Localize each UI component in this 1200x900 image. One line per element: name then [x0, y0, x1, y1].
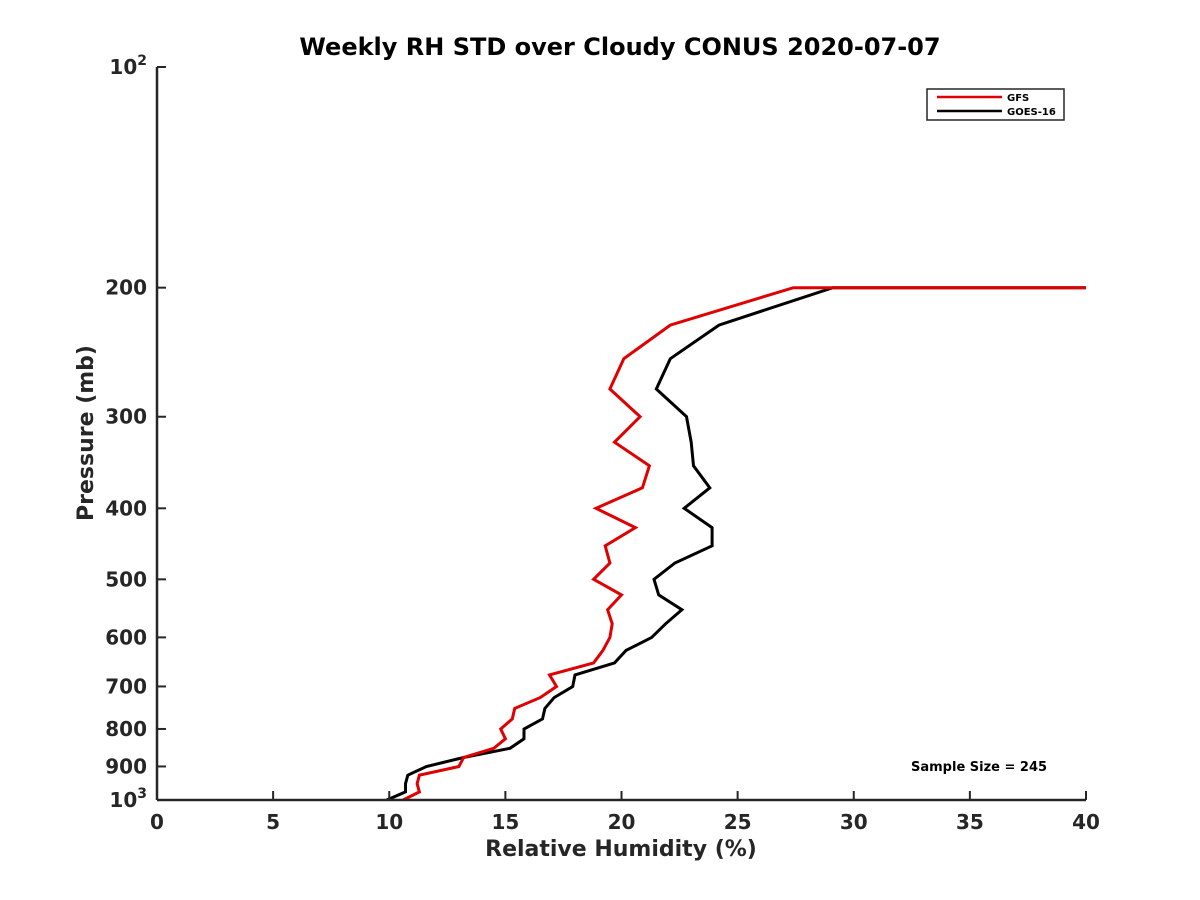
x-tick-label: 0: [150, 810, 164, 834]
y-axis-ticks: 102 200 300 400 500 600 700 800 900 103: [105, 53, 166, 812]
x-axis-ticks: 0 5 10 15 20 25 30 35 40: [150, 791, 1100, 834]
x-tick-label: 30: [840, 810, 868, 834]
x-tick-label: 35: [956, 810, 984, 834]
x-tick-label: 40: [1072, 810, 1100, 834]
y-tick-label: 800: [105, 717, 147, 741]
x-tick-label: 10: [375, 810, 403, 834]
y-tick-label: 600: [105, 625, 147, 649]
y-tick-label: 900: [105, 754, 147, 778]
x-tick-label: 5: [266, 810, 280, 834]
x-tick-label: 15: [491, 810, 519, 834]
y-tick-label: 300: [105, 405, 147, 429]
y-tick-label: 103: [109, 786, 147, 812]
legend-label-gfs: GFS: [1007, 93, 1029, 104]
series-line-gfs: [400, 286, 1086, 800]
y-tick-label: 500: [105, 567, 147, 591]
x-tick-label: 20: [608, 810, 636, 834]
sample-size-annotation: Sample Size = 245: [911, 760, 1047, 775]
y-tick-label: 200: [105, 276, 147, 300]
chart-title: Weekly RH STD over Cloudy CONUS 2020-07-…: [299, 33, 940, 61]
plot-area: 0 5 10 15 20 25 30 35 40 102 200 300 400 500 600 700 80…: [105, 53, 1100, 834]
legend-label-goes16: GOES-16: [1007, 107, 1056, 118]
series-lines: [384, 286, 1086, 800]
y-tick-label: 102: [109, 53, 147, 79]
series-line-goes16: [384, 286, 1086, 800]
y-axis-label: Pressure (mb): [74, 345, 99, 521]
y-tick-label: 700: [105, 674, 147, 698]
legend-box: [926, 88, 1065, 121]
y-tick-label: 400: [105, 496, 147, 520]
x-axis-label: Relative Humidity (%): [485, 837, 757, 862]
legend: GFS GOES-16: [926, 88, 1065, 121]
x-tick-label: 25: [724, 810, 752, 834]
